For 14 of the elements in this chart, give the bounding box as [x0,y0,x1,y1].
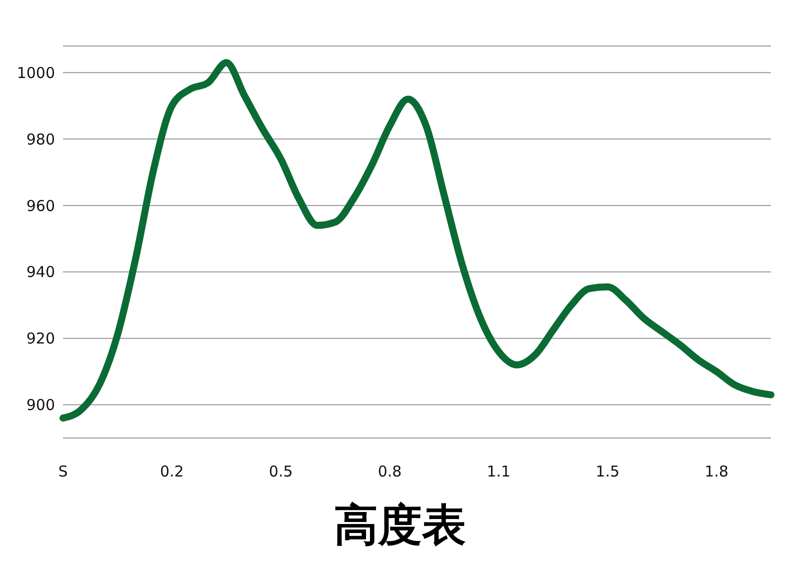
text: 高度表 [333,499,467,553]
x-tick-label: 1.5 [596,462,620,481]
y-tick-label: 960 [26,196,55,215]
x-tick-label: 0.5 [268,462,293,481]
x-tick-label: 1.8 [704,462,728,481]
y-tick-label: 980 [26,130,55,148]
x-tick-label: 0.2 [160,462,184,481]
y-tick-label: 920 [26,330,55,348]
x-tick-label: 0.8 [378,462,402,481]
y-tick-label: 1000 [16,64,55,82]
y-tick-label: 940 [26,263,55,282]
y-tick-label: 900 [26,396,55,414]
x-tick-label: 1.1 [486,462,511,481]
x-tick-label: S [58,462,68,481]
